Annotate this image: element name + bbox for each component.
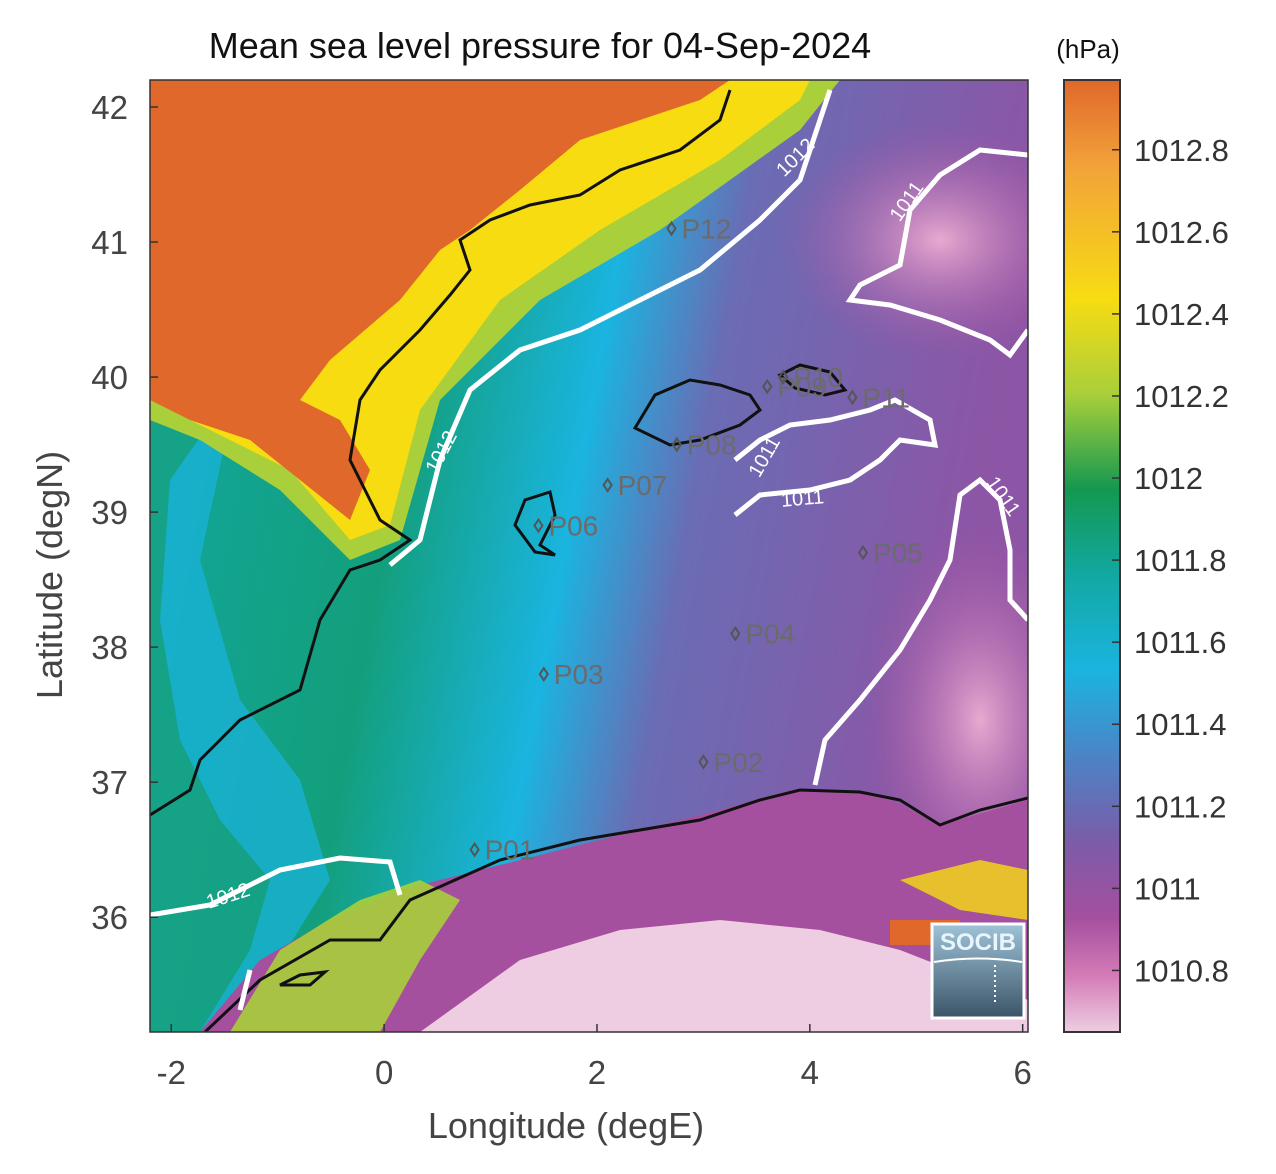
colorbar-tick-label: 1012.8 — [1134, 133, 1229, 168]
colorbar-tick-label: 1012 — [1134, 461, 1203, 496]
station-marker — [533, 517, 544, 534]
alboran-coastline — [279, 969, 330, 987]
y-tick-label: 37 — [91, 764, 128, 801]
x-tick-label: 2 — [588, 1054, 606, 1091]
station-marker — [778, 369, 789, 385]
x-tick-label: 4 — [801, 1054, 819, 1091]
station-label: P07 — [618, 470, 668, 501]
contour-1011-balearic — [733, 397, 939, 517]
colorbar — [1063, 79, 1121, 1033]
mallorca-coastline — [632, 378, 763, 447]
colorbar-tick-label: 1012.6 — [1134, 215, 1229, 250]
colorbar-tick-label: 1011 — [1134, 871, 1201, 906]
logo-text: SOCIB — [940, 929, 1016, 956]
colorbar-tick-label: 1011.8 — [1134, 543, 1227, 578]
station-label: P06 — [548, 511, 598, 542]
station-label: P04 — [745, 619, 795, 650]
africa-low-pink — [420, 920, 1028, 1032]
station-marker — [469, 841, 480, 858]
contour-1012-main — [388, 89, 833, 567]
colorbar-tick-label: 1011.2 — [1134, 789, 1227, 824]
station-marker — [730, 625, 741, 642]
ibiza-coastline — [513, 490, 557, 557]
station-marker — [698, 754, 709, 770]
y-tick-label: 38 — [91, 629, 128, 666]
station-marker — [762, 378, 773, 395]
africa-coastline — [203, 788, 1028, 1032]
y-tick-label: 39 — [91, 494, 128, 531]
station-label: P03 — [554, 659, 604, 690]
colorbar-ticks: 1012.8 1012.6 1012.4 1012.2 1012 1011.8 1011.6… — [1112, 133, 1229, 988]
socib-logo: SOCIB — [930, 922, 1026, 1020]
y-tick-label: 40 — [91, 359, 128, 396]
africa-yellow-patch — [900, 860, 1028, 920]
contour-1011-east — [812, 476, 1028, 786]
x-tick-label: 6 — [1013, 1054, 1031, 1091]
y-tick-label: 36 — [91, 899, 128, 936]
station-label: P12 — [681, 214, 731, 245]
station-label: P02 — [713, 747, 763, 778]
land-band-orange — [150, 80, 730, 520]
station-label: P08 — [687, 430, 737, 461]
station-marker — [602, 477, 613, 493]
y-tick-label: 41 — [91, 224, 128, 261]
x-axis-label: Longitude (degE) — [428, 1105, 704, 1146]
africa-west-green — [230, 880, 460, 1032]
colorbar-tick-label: 1012.2 — [1134, 379, 1229, 414]
colorbar-tick-label: 1011.6 — [1134, 625, 1227, 660]
y-tick-label: 42 — [91, 89, 128, 126]
colorbar-tick-label: 1010.8 — [1134, 953, 1229, 988]
colorbar-tick-label: 1012.4 — [1134, 297, 1229, 332]
station-label: P01 — [485, 835, 535, 866]
colorbar-unit: (hPa) — [1056, 34, 1120, 64]
x-axis-ticks: -2 0 2 4 6 — [157, 1024, 1032, 1091]
y-axis-ticks: 42 41 40 39 38 37 36 — [91, 89, 158, 936]
colorbar-tick-label: 1011.4 — [1134, 707, 1227, 742]
chart-title: Mean sea level pressure for 04-Sep-2024 — [209, 25, 871, 66]
station-marker — [538, 666, 549, 682]
contour-1011-north — [845, 147, 1028, 359]
station-label: P10 — [793, 362, 843, 393]
station-marker — [847, 389, 858, 406]
contour-1012-southwest — [150, 855, 403, 918]
menorca-coastline — [777, 363, 848, 397]
station-label: P11 — [862, 382, 910, 413]
map-frame — [149, 79, 1029, 1033]
spain-coastline — [150, 89, 732, 817]
contour-1012-fragment — [237, 969, 253, 1011]
station-marker — [671, 436, 683, 453]
x-tick-label: 0 — [375, 1054, 393, 1091]
y-axis-label: Latitude (degN) — [29, 451, 70, 699]
station-marker — [666, 220, 677, 237]
station-marker — [857, 544, 869, 561]
x-tick-label: -2 — [157, 1054, 186, 1091]
station-label: P05 — [873, 538, 923, 569]
station-label: P09 — [777, 372, 827, 403]
contour-label: 1011 — [780, 486, 825, 512]
map-plot-area: 1012 1012 1012 1011 1011 1011 1011 P01P0… — [150, 80, 1028, 1032]
low-pressure-area-north — [780, 120, 1028, 360]
